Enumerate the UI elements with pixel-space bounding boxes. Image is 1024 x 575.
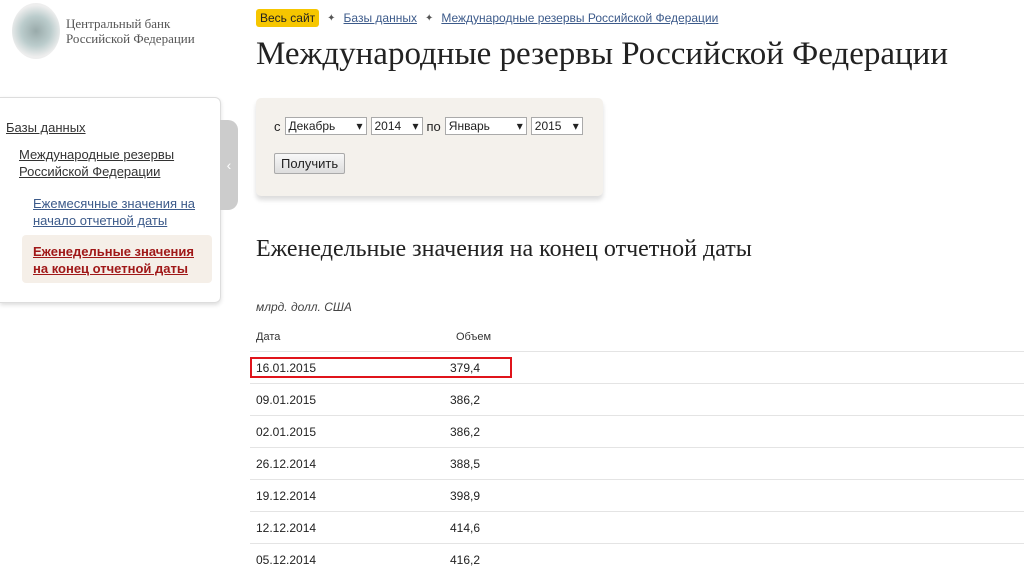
date-cell: 09.01.2015: [250, 384, 450, 416]
from-year-value: 2014: [375, 119, 402, 133]
from-month-select[interactable]: Декабрь ▾: [285, 117, 367, 135]
to-month-value: Январь: [449, 119, 490, 133]
sidebar-item-monthly[interactable]: Ежемесячные значения на начало отчетной …: [33, 195, 203, 229]
section-title: Еженедельные значения на конец отчетной …: [256, 236, 752, 263]
breadcrumb-reserves[interactable]: Международные резервы Российской Федерац…: [441, 11, 718, 25]
volume-cell: 388,5: [450, 448, 1024, 480]
date-cell: 05.12.2014: [250, 544, 450, 575]
chevron-left-icon: ‹: [227, 157, 232, 173]
volume-cell: 386,2: [450, 416, 1024, 448]
breadcrumb-home[interactable]: Весь сайт: [256, 9, 319, 27]
date-cell: 02.01.2015: [250, 416, 450, 448]
dropdown-arrow-icon: ▾: [412, 119, 418, 133]
date-cell: 26.12.2014: [250, 448, 450, 480]
dropdown-arrow-icon: ▾: [573, 119, 579, 133]
sidebar-item-weekly[interactable]: Еженедельные значения на конец отчетной …: [33, 243, 208, 277]
page-title: Международные резервы Российской Федерац…: [256, 36, 948, 73]
collapse-sidebar-button[interactable]: ‹: [220, 120, 238, 210]
submit-button[interactable]: Получить: [274, 153, 345, 174]
to-month-select[interactable]: Январь ▾: [445, 117, 527, 135]
volume-cell: 416,2: [450, 544, 1024, 575]
logo-line2: Российской Федерации: [66, 31, 195, 46]
volume-cell: 414,6: [450, 512, 1024, 544]
unit-label: млрд. долл. США: [256, 300, 352, 314]
header-volume: Объем: [456, 331, 491, 343]
dropdown-arrow-icon: ▾: [517, 119, 523, 133]
from-year-select[interactable]: 2014 ▾: [371, 117, 423, 135]
eagle-emblem-icon: [12, 3, 60, 59]
breadcrumb-databases[interactable]: Базы данных: [344, 11, 417, 25]
to-label: по: [427, 119, 441, 134]
date-filter-form: с Декабрь ▾ 2014 ▾ по Январь ▾ 2015 ▾ Получи…: [256, 98, 603, 196]
separator-icon: ✦: [425, 13, 433, 24]
logo-line1: Центральный банк: [66, 16, 195, 31]
separator-icon: ✦: [327, 13, 335, 24]
from-label: с: [274, 119, 281, 134]
date-cell: 12.12.2014: [250, 512, 450, 544]
to-year-select[interactable]: 2015 ▾: [531, 117, 583, 135]
header-date: Дата: [256, 331, 456, 343]
highlight-box: [250, 357, 512, 378]
volume-cell: 398,9: [450, 480, 1024, 512]
dropdown-arrow-icon: ▾: [356, 119, 362, 133]
sidebar-section[interactable]: Международные резервы Российской Федерац…: [19, 146, 199, 180]
sidebar-root[interactable]: Базы данных: [6, 119, 86, 136]
to-year-value: 2015: [535, 119, 562, 133]
volume-cell: 386,2: [450, 384, 1024, 416]
volume-cell: 379,4: [450, 352, 1024, 384]
from-month-value: Декабрь: [289, 119, 336, 133]
date-cell: 19.12.2014: [250, 480, 450, 512]
breadcrumb: Весь сайт ✦ Базы данных ✦ Международные …: [256, 9, 718, 27]
